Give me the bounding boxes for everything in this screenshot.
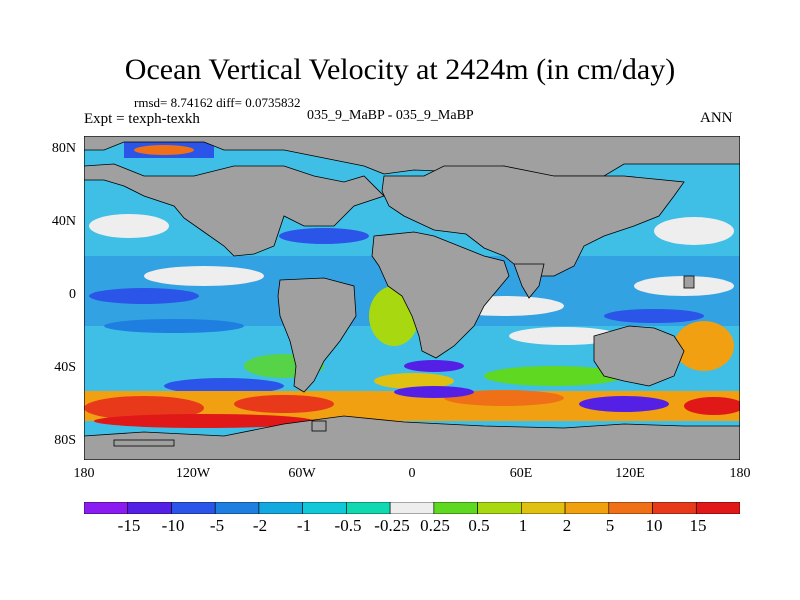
colorbar-swatch <box>652 502 697 514</box>
land-antarctica <box>84 415 740 460</box>
colorbar-swatch <box>171 502 216 514</box>
colorbar-swatch <box>346 502 391 514</box>
land-island <box>113 439 175 447</box>
rmsd-diff-stats: rmsd= 8.74162 diff= 0.0735832 <box>134 95 301 110</box>
land-australia <box>593 325 685 387</box>
y-tick-label: 80S <box>54 433 76 448</box>
land-arctic <box>84 136 740 177</box>
field-patch <box>509 327 619 345</box>
colorbar-label: 5 <box>605 516 615 535</box>
colorbar-swatch <box>564 502 610 514</box>
x-tick-label: 0 <box>408 466 416 481</box>
vertical-velocity-map <box>84 136 740 460</box>
plot-title: Ocean Vertical Velocity at 2424m (in cm/… <box>124 53 676 86</box>
x-tick-label: 180 <box>73 466 95 481</box>
field-patch <box>134 145 194 155</box>
colorbar-swatch <box>84 502 129 514</box>
field-patch <box>404 360 464 372</box>
x-tick-label: 60E <box>509 466 533 481</box>
colorbar-label: 0.5 <box>468 516 490 535</box>
field-patch <box>89 288 199 304</box>
colorbar-label: 2 <box>562 516 572 535</box>
colorbar-swatch <box>214 502 260 514</box>
season-label: ANN <box>700 110 733 126</box>
y-tick-label: 0 <box>69 287 76 302</box>
colorbar-swatch <box>608 502 653 514</box>
field-patch <box>604 309 704 323</box>
colorbar-label: 10 <box>645 516 663 535</box>
colorbar-swatch <box>302 502 347 514</box>
field-patch <box>484 366 624 386</box>
field-patch <box>579 396 669 412</box>
land-island <box>311 420 327 432</box>
colorbar-label: -2 <box>252 516 268 535</box>
colorbar-label: -15 <box>117 516 141 535</box>
colorbar-label: -0.5 <box>334 516 362 535</box>
field-patch <box>234 395 334 413</box>
field-patch <box>84 396 204 420</box>
experiment-label: Expt = texph-texkh <box>84 111 200 127</box>
x-tick-label: 120E <box>615 466 645 481</box>
colorbar-swatch <box>477 502 522 514</box>
colorbar-swatch <box>695 502 740 514</box>
land-north-america <box>84 163 385 257</box>
colorbar-swatch <box>433 502 478 514</box>
colorbar-label: -10 <box>161 516 185 535</box>
colorbar-label: -0.25 <box>374 516 410 535</box>
colorbar-label: 0.25 <box>420 516 450 535</box>
colorbar-swatch <box>389 502 435 514</box>
field-patch <box>394 386 474 398</box>
colorbar-label: 1 <box>518 516 528 535</box>
field-patch <box>94 414 314 428</box>
x-tick-label: 60W <box>288 466 316 481</box>
field-patch <box>444 390 564 406</box>
colorbar-swatch <box>127 502 172 514</box>
field-patch <box>684 397 740 415</box>
colorbar-label: 15 <box>689 516 707 535</box>
land-africa <box>371 231 510 359</box>
land-mask <box>84 136 740 460</box>
field-patch <box>104 319 244 333</box>
x-tick-label: 180 <box>729 466 751 481</box>
land-india <box>513 263 545 299</box>
y-tick-label: 80N <box>51 141 76 156</box>
land-south-america <box>277 277 357 393</box>
field-patch <box>144 266 264 286</box>
field-patch <box>674 321 734 371</box>
y-tick-label: 40N <box>51 214 76 229</box>
colorbar-swatch <box>258 502 303 514</box>
field-patch <box>374 373 454 389</box>
land-eurasia <box>381 165 685 277</box>
field-patch <box>89 214 169 238</box>
x-tick-label: 120W <box>175 466 211 481</box>
y-tick-label: 40S <box>54 360 76 375</box>
land-island <box>683 275 695 289</box>
colorbar-label: -1 <box>296 516 312 535</box>
field-patch <box>279 228 369 244</box>
field-patch <box>654 217 734 245</box>
colorbar-swatch <box>521 502 566 514</box>
colorbar <box>84 502 740 514</box>
subtitle: 035_9_MaBP - 035_9_MaBP <box>307 108 474 123</box>
colorbar-label: -5 <box>209 516 225 535</box>
field-patch <box>164 378 284 394</box>
